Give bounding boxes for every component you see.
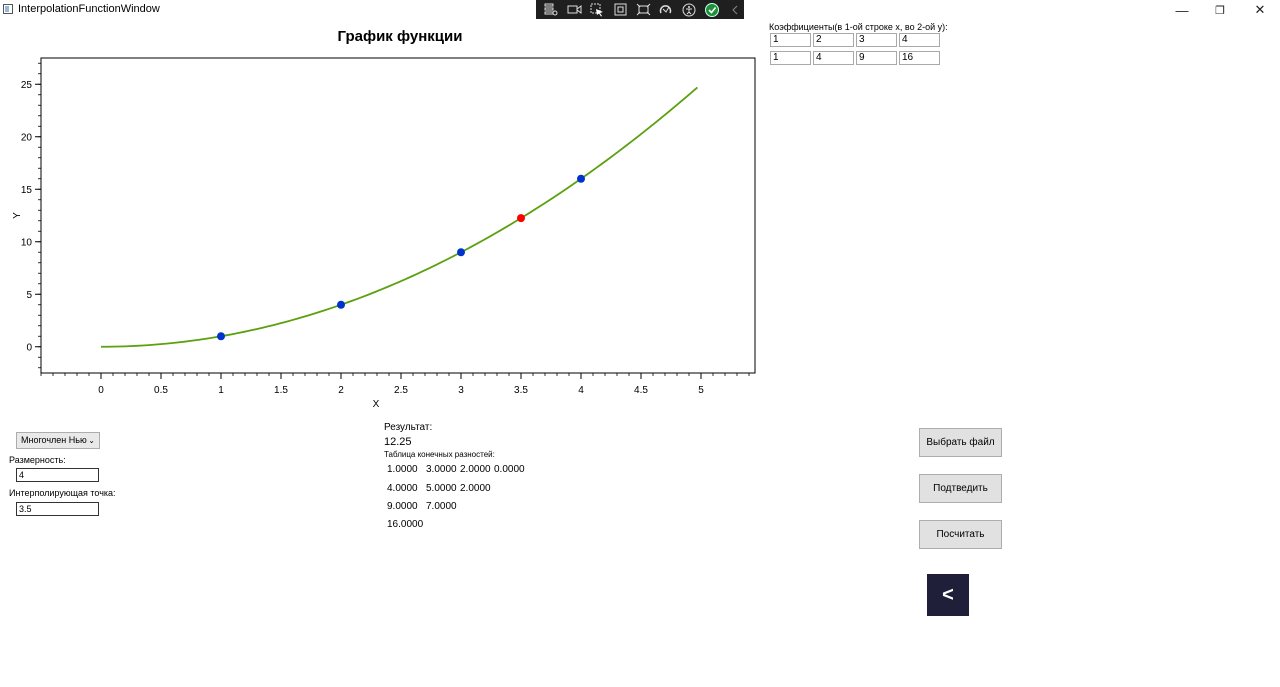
y-tick-label: 10 <box>21 237 33 248</box>
data-point <box>577 174 585 183</box>
app-window-icon <box>3 4 13 14</box>
y-tick-label: 15 <box>21 185 33 196</box>
chart-title: График функции <box>337 28 463 45</box>
coefficients-label: Коэффициенты(в 1-ой строке x, во 2-ой y)… <box>769 22 948 32</box>
x-tick-label: 2 <box>338 385 344 396</box>
layout-icon[interactable] <box>634 2 653 17</box>
data-point <box>217 332 225 341</box>
live-tree-icon[interactable] <box>542 2 561 17</box>
record-icon[interactable] <box>565 2 584 17</box>
diff-cell: 1.0000 <box>387 464 418 475</box>
x-tick-label: 1 <box>218 385 224 396</box>
choose-file-button[interactable]: Выбрать файл <box>919 428 1002 457</box>
diff-cell: 4.0000 <box>387 483 418 494</box>
method-select-value: Многочлен Нью <box>21 435 87 445</box>
adorner-icon[interactable] <box>611 2 630 17</box>
coef-x-2[interactable]: 2 <box>813 33 854 47</box>
point-input[interactable]: 3.5 <box>16 502 99 516</box>
plot-area <box>40 57 756 374</box>
diff-cell: 9.0000 <box>387 501 418 512</box>
x-tick-label: 3 <box>458 385 464 396</box>
title-bar: InterpolationFunctionWindow — ❐ ✕ <box>0 0 1280 20</box>
y-tick-label: 5 <box>26 290 32 301</box>
diff-cell: 2.0000 <box>460 483 491 494</box>
point-label: Интерполирующая точка: <box>9 488 116 498</box>
diff-cell: 0.0000 <box>494 464 525 475</box>
coef-y-3[interactable]: 9 <box>856 51 897 65</box>
back-button[interactable]: < <box>927 574 969 616</box>
x-tick-label: 0.5 <box>154 385 168 396</box>
coef-x-1[interactable]: 1 <box>770 33 811 47</box>
diff-cell: 16.0000 <box>387 519 424 530</box>
dimension-input[interactable]: 4 <box>16 468 99 482</box>
y-axis-label: Y <box>12 212 23 219</box>
x-tick-label: 4.5 <box>634 385 648 396</box>
minimize-button[interactable]: — <box>1175 2 1189 18</box>
y-tick-label: 20 <box>21 132 33 143</box>
close-button[interactable]: ✕ <box>1254 2 1266 17</box>
accessibility-icon[interactable] <box>679 2 698 17</box>
function-curve <box>100 86 698 348</box>
hot-reload-icon[interactable] <box>656 2 675 17</box>
x-tick-label: 1.5 <box>274 385 288 396</box>
y-tick-label: 0 <box>26 342 32 353</box>
data-point <box>337 300 345 309</box>
differences-table-label: Таблица конечных разностей: <box>384 450 495 459</box>
collapse-icon[interactable] <box>725 2 744 17</box>
x-tick-label: 3.5 <box>514 385 528 396</box>
x-tick-label: 4 <box>578 385 584 396</box>
coef-y-1[interactable]: 1 <box>770 51 811 65</box>
x-tick-label: 5 <box>698 385 704 396</box>
dimension-label: Размерность: <box>9 455 66 465</box>
chevron-down-icon: ⌄ <box>88 436 95 445</box>
coef-y-4[interactable]: 16 <box>899 51 940 65</box>
diff-cell: 2.0000 <box>460 464 491 475</box>
function-chart: 0 0.5 1 1.5 2 2.5 3 3.5 4 4.5 5 0 5 10 15 20 25 X Y <box>12 57 756 410</box>
method-select[interactable]: Многочлен Нью ⌄ <box>16 432 100 449</box>
diff-cell: 7.0000 <box>426 501 457 512</box>
data-point <box>457 248 465 257</box>
window-title: InterpolationFunctionWindow <box>18 3 160 15</box>
calculate-button[interactable]: Посчитать <box>919 520 1002 549</box>
check-icon[interactable] <box>702 2 721 17</box>
diff-cell: 5.0000 <box>426 483 457 494</box>
coef-x-4[interactable]: 4 <box>899 33 940 47</box>
select-element-icon[interactable] <box>588 2 607 17</box>
confirm-button[interactable]: Подтведить <box>919 474 1002 503</box>
coef-y-2[interactable]: 4 <box>813 51 854 65</box>
result-label: Результат: <box>384 422 433 433</box>
diff-cell: 3.0000 <box>426 464 457 475</box>
x-tick-label: 0 <box>98 385 104 396</box>
restore-button[interactable]: ❐ <box>1215 4 1225 17</box>
result-value: 12.25 <box>384 436 412 448</box>
coef-x-3[interactable]: 3 <box>856 33 897 47</box>
x-tick-label: 2.5 <box>394 385 408 396</box>
y-tick-label: 25 <box>21 80 33 91</box>
interpolated-point <box>517 214 525 223</box>
debug-toolbar <box>536 0 744 19</box>
x-axis-label: X <box>373 399 380 410</box>
